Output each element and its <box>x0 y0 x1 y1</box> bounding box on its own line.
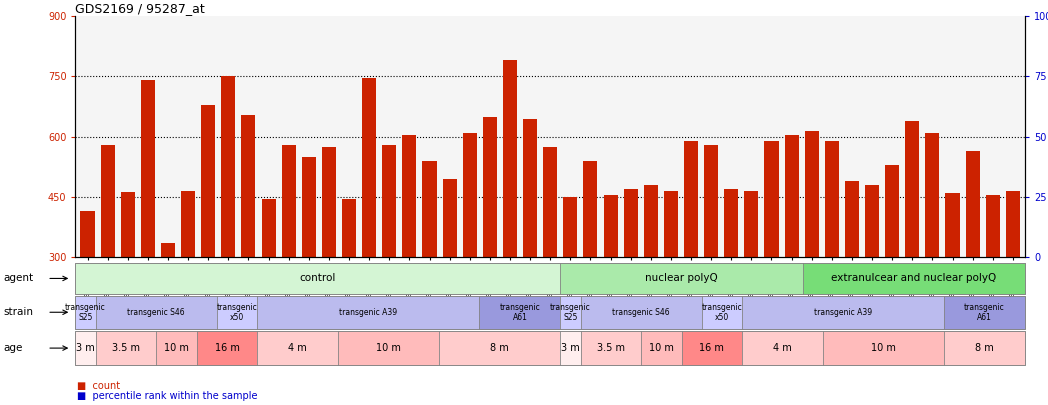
Text: 3 m: 3 m <box>77 343 95 353</box>
Text: transgenic
A61: transgenic A61 <box>500 303 541 322</box>
Bar <box>886 165 899 378</box>
Bar <box>241 115 256 378</box>
Bar <box>624 189 637 378</box>
Text: control: control <box>300 273 336 283</box>
Text: transgenic S46: transgenic S46 <box>128 308 185 317</box>
Bar <box>724 189 738 378</box>
Text: nuclear polyQ: nuclear polyQ <box>646 273 718 283</box>
Bar <box>845 181 859 378</box>
Text: transgenic A39: transgenic A39 <box>340 308 397 317</box>
Text: transgenic
x50: transgenic x50 <box>217 303 258 322</box>
Text: 3 m: 3 m <box>561 343 580 353</box>
Text: 3.5 m: 3.5 m <box>596 343 625 353</box>
Bar <box>704 145 718 378</box>
Bar <box>201 104 215 378</box>
Bar <box>422 161 437 378</box>
Bar <box>181 191 195 378</box>
Text: 4 m: 4 m <box>288 343 307 353</box>
Bar <box>81 211 94 378</box>
Bar <box>684 141 698 378</box>
Text: transgenic
S25: transgenic S25 <box>550 303 591 322</box>
Bar <box>785 135 799 378</box>
Text: 16 m: 16 m <box>215 343 239 353</box>
Bar <box>322 147 336 378</box>
Text: transgenic S46: transgenic S46 <box>612 308 670 317</box>
Bar <box>945 193 960 378</box>
Bar <box>161 243 175 378</box>
Text: 16 m: 16 m <box>699 343 724 353</box>
Bar <box>905 121 919 378</box>
Text: ■  percentile rank within the sample: ■ percentile rank within the sample <box>77 391 257 401</box>
Bar <box>140 81 155 378</box>
Bar <box>805 131 818 378</box>
Bar <box>442 179 457 378</box>
Bar <box>503 60 517 378</box>
Bar <box>865 185 879 378</box>
Text: GDS2169 / 95287_at: GDS2169 / 95287_at <box>74 2 204 15</box>
Text: extranulcear and nuclear polyQ: extranulcear and nuclear polyQ <box>831 273 997 283</box>
Bar <box>1006 191 1020 378</box>
Bar <box>563 197 577 378</box>
Bar <box>965 151 980 378</box>
Bar <box>121 192 135 378</box>
Text: 8 m: 8 m <box>976 343 994 353</box>
Bar <box>584 161 597 378</box>
Bar <box>302 157 315 378</box>
Bar <box>402 135 416 378</box>
Bar <box>262 199 276 378</box>
Bar <box>363 79 376 378</box>
Text: 10 m: 10 m <box>649 343 674 353</box>
Text: ■  count: ■ count <box>77 381 119 390</box>
Bar <box>663 191 678 378</box>
Bar <box>764 141 779 378</box>
Text: 3.5 m: 3.5 m <box>112 343 140 353</box>
Text: agent: agent <box>3 273 34 283</box>
Bar <box>604 195 617 378</box>
Bar <box>986 195 1000 378</box>
Text: 4 m: 4 m <box>773 343 792 353</box>
Bar <box>643 185 658 378</box>
Text: 10 m: 10 m <box>871 343 896 353</box>
Bar <box>744 191 759 378</box>
Text: age: age <box>3 343 22 353</box>
Bar <box>383 145 396 378</box>
Text: transgenic A39: transgenic A39 <box>814 308 872 317</box>
Bar <box>523 119 538 378</box>
Text: transgenic
S25: transgenic S25 <box>65 303 106 322</box>
Bar <box>463 133 477 378</box>
Bar <box>282 145 296 378</box>
Bar <box>342 199 356 378</box>
Text: 10 m: 10 m <box>376 343 401 353</box>
Text: strain: strain <box>3 307 34 317</box>
Text: 8 m: 8 m <box>490 343 509 353</box>
Bar <box>925 133 939 378</box>
Text: 10 m: 10 m <box>165 343 189 353</box>
Text: transgenic
x50: transgenic x50 <box>701 303 742 322</box>
Bar <box>483 117 497 378</box>
Bar <box>101 145 114 378</box>
Bar <box>221 77 236 378</box>
Text: transgenic
A61: transgenic A61 <box>964 303 1005 322</box>
Bar <box>825 141 838 378</box>
Bar <box>543 147 558 378</box>
